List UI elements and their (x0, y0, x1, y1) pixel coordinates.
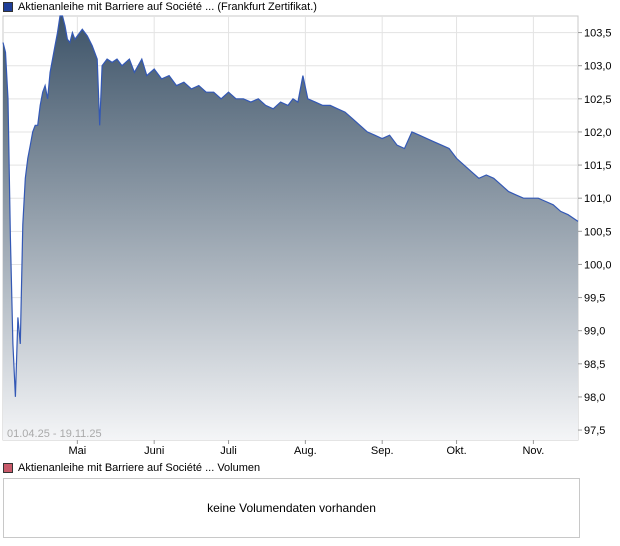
x-tick-labels: Mai Juni Juli Aug. Sep. Okt. Nov. (68, 445, 544, 457)
y-tick-label: 100,0 (584, 259, 612, 271)
price-area (3, 16, 578, 440)
price-legend: Aktienanleihe mit Barriere auf Société .… (3, 0, 317, 14)
volume-legend-label: Aktienanleihe mit Barriere auf Société .… (18, 462, 261, 474)
y-tick-label: 98,0 (584, 392, 605, 404)
date-range-label: 01.04.25 - 19.11.25 (7, 428, 102, 440)
x-tick-label: Nov. (522, 445, 544, 457)
y-tick-label: 101,0 (584, 193, 612, 205)
y-tick-label: 98,5 (584, 359, 605, 371)
price-chart: 97,5 98,0 98,5 99,0 99,5 100,0 100,5 101,0 101,5… (2, 15, 612, 457)
y-tick-label: 103,0 (584, 61, 612, 73)
x-tick-label: Juni (144, 445, 164, 457)
x-tick-label: Juli (220, 445, 237, 457)
price-legend-swatch (3, 2, 13, 12)
price-line (2, 15, 579, 397)
y-tick-label: 99,0 (584, 326, 605, 338)
volume-empty-message: keine Volumendaten vorhanden (207, 501, 376, 515)
y-tick-label: 103,5 (584, 28, 612, 40)
volume-legend-swatch (3, 463, 13, 473)
y-tick-labels: 97,5 98,0 98,5 99,0 99,5 100,0 100,5 101,0 101,5… (584, 28, 612, 438)
x-tick-label: Sep. (371, 445, 394, 457)
y-tick-label: 102,5 (584, 94, 612, 106)
y-tick-label: 100,5 (584, 226, 612, 238)
y-tick-label: 101,5 (584, 160, 612, 172)
y-tick-label: 97,5 (584, 425, 605, 437)
volume-panel: keine Volumendaten vorhanden (3, 478, 580, 538)
volume-legend: Aktienanleihe mit Barriere auf Société .… (3, 461, 260, 475)
x-tick-label: Mai (68, 445, 86, 457)
x-tick-label: Okt. (446, 445, 466, 457)
x-tick-label: Aug. (294, 445, 317, 457)
y-tick-label: 99,5 (584, 293, 605, 305)
price-legend-label: Aktienanleihe mit Barriere auf Société .… (18, 1, 317, 13)
y-tick-label: 102,0 (584, 127, 612, 139)
